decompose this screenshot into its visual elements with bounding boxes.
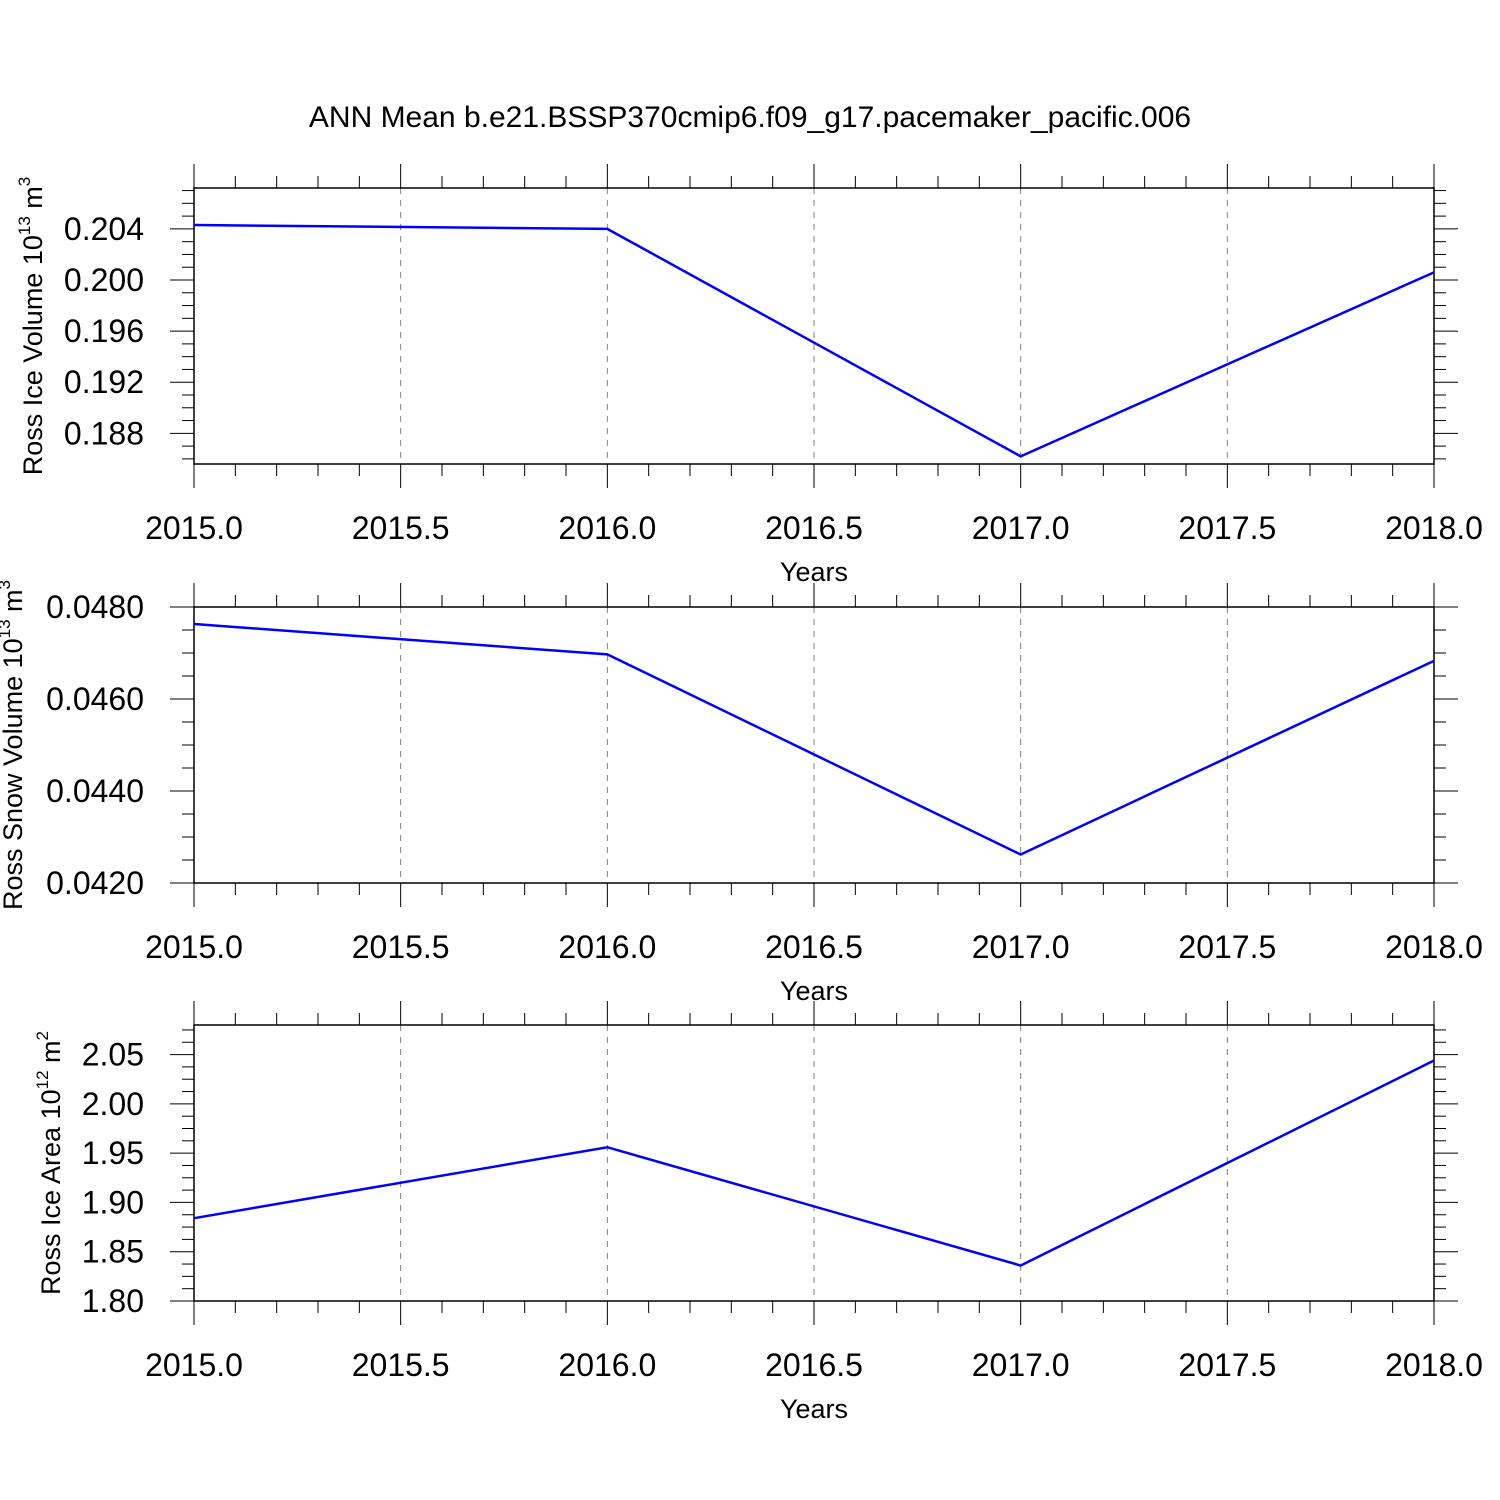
series-line-1 <box>193 622 1435 856</box>
y-tick-label: 1.90 <box>82 1184 144 1220</box>
y-tick-label: 1.80 <box>82 1283 144 1319</box>
figure-title: ANN Mean b.e21.BSSP370cmip6.f09_g17.pace… <box>309 101 1191 134</box>
y-axis-label-part: Ross Ice Area 10 <box>36 1089 66 1295</box>
x-tick-label: 2015.5 <box>352 1347 450 1383</box>
x-tick-label: 2017.5 <box>1178 1347 1276 1383</box>
x-tick-label: 2017.0 <box>972 1347 1070 1383</box>
x-tick-label: 2015.5 <box>352 510 450 546</box>
y-tick-label: 0.0420 <box>46 865 144 901</box>
y-tick-label: 0.200 <box>64 262 144 298</box>
x-axis-label: Years <box>780 1394 848 1424</box>
y-axis-label-part: m <box>36 1040 66 1070</box>
x-tick-label: 2017.0 <box>972 510 1070 546</box>
y-axis-label-part: m <box>18 186 48 216</box>
x-tick-label: 2015.5 <box>352 929 450 965</box>
x-tick-label: 2016.0 <box>558 929 656 965</box>
y-tick-label: 2.00 <box>82 1086 144 1122</box>
y-tick-label: 0.0440 <box>46 773 144 809</box>
x-tick-label: 2017.5 <box>1178 510 1276 546</box>
x-tick-label: 2016.0 <box>558 510 656 546</box>
y-tick-label: 0.196 <box>64 313 144 349</box>
y-axis-label-superscript: 3 <box>0 580 14 589</box>
x-tick-label: 2015.0 <box>145 510 243 546</box>
panel-3: 2015.0 2015.5 2016.0 2016.5 2017.0 2017.5 2018… <box>33 1001 1483 1424</box>
y-tick-label: 0.188 <box>64 415 144 451</box>
panel-2: 2015.0 2015.5 2016.0 2016.5 2017.0 2017.5 2018… <box>0 580 1483 1006</box>
y-tick-label: 0.192 <box>64 364 144 400</box>
series-line-1 <box>193 1059 1435 1267</box>
x-tick-label: 2017.0 <box>972 929 1070 965</box>
y-tick-label: 0.0480 <box>46 589 144 625</box>
y-axis-label: Ross Ice Volume 1013 m3 <box>15 177 48 476</box>
y-axis-label-superscript: 12 <box>33 1070 52 1089</box>
y-tick-label: 2.05 <box>82 1037 144 1073</box>
y-tick-label: 1.95 <box>82 1135 144 1171</box>
x-tick-label: 2016.5 <box>765 510 863 546</box>
x-tick-label: 2016.5 <box>765 929 863 965</box>
y-tick-label: 0.204 <box>64 211 144 247</box>
y-axis-label-part: Ross Ice Volume 10 <box>18 235 48 475</box>
panels: 2015.0 2015.5 2016.0 2016.5 2017.0 2017.5 2018… <box>0 164 1483 1424</box>
y-axis-label-superscript: 3 <box>15 177 34 186</box>
y-axis-label-superscript: 13 <box>0 619 14 638</box>
x-tick-label: 2018.0 <box>1385 510 1483 546</box>
y-tick-label: 1.85 <box>82 1234 144 1270</box>
y-axis-label-part: m <box>0 589 28 619</box>
series-line-1 <box>193 223 1435 458</box>
y-axis-label-part: Ross Snow Volume 10 <box>0 638 28 910</box>
y-axis-label: Ross Ice Area 1012 m2 <box>33 1031 66 1295</box>
x-tick-label: 2016.5 <box>765 1347 863 1383</box>
y-tick-label: 0.0460 <box>46 681 144 717</box>
x-tick-label: 2017.5 <box>1178 929 1276 965</box>
y-axis-label-superscript: 2 <box>33 1031 52 1040</box>
x-tick-label: 2016.0 <box>558 1347 656 1383</box>
y-axis-label: Ross Snow Volume 1013 m3 <box>0 580 28 910</box>
panel-1: 2015.0 2015.5 2016.0 2016.5 2017.0 2017.5 2018… <box>15 164 1483 587</box>
y-axis-label-superscript: 13 <box>15 216 34 235</box>
x-tick-label: 2015.0 <box>145 1347 243 1383</box>
x-tick-label: 2018.0 <box>1385 1347 1483 1383</box>
x-tick-label: 2015.0 <box>145 929 243 965</box>
x-tick-label: 2018.0 <box>1385 929 1483 965</box>
x-axis-label: Years <box>780 557 848 587</box>
